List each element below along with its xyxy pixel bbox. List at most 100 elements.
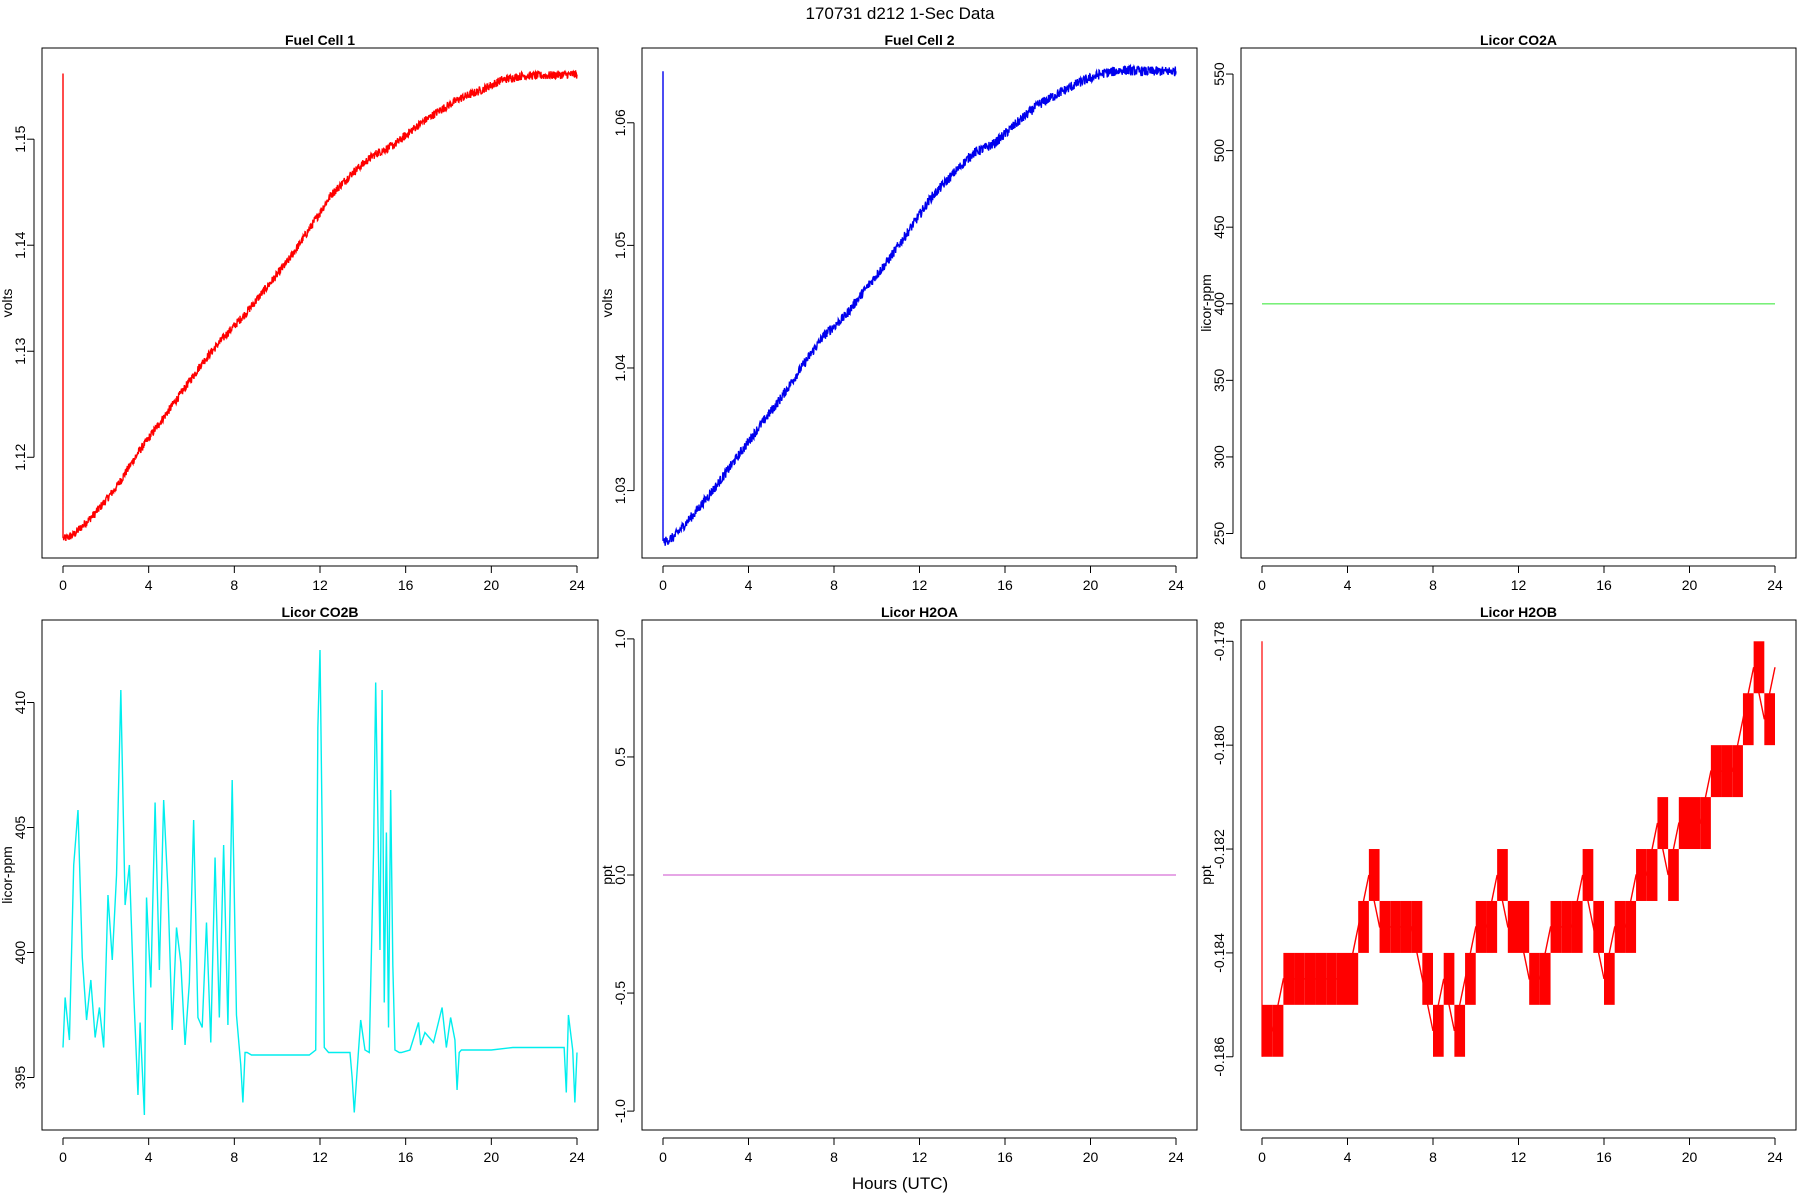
y-tick-label: -0.5 [612, 981, 628, 1005]
panel-title: Licor H2OA [881, 604, 958, 620]
panel-title: Licor CO2B [281, 604, 358, 620]
x-tick-label: 24 [1767, 577, 1783, 593]
band-segment [1454, 1004, 1466, 1057]
band-segment [1593, 900, 1604, 953]
plot-frame [41, 619, 599, 1131]
x-tick-label: 8 [1429, 577, 1437, 593]
plot-frame [641, 47, 1198, 559]
band-segment [1262, 1004, 1273, 1057]
x-tick-label: 0 [659, 1149, 667, 1165]
band-segment [1272, 1004, 1284, 1057]
y-tick-label: -1.0 [612, 1099, 628, 1123]
x-tick-label: 16 [1596, 577, 1612, 593]
x-tick-label: 20 [1682, 577, 1698, 593]
x-tick-label: 0 [59, 577, 67, 593]
y-tick-label: 395 [12, 1066, 28, 1090]
band-segment [1368, 849, 1380, 901]
x-tick-label: 4 [1344, 1149, 1352, 1165]
panel-title: Fuel Cell 2 [884, 32, 954, 48]
band-segment [1390, 900, 1401, 953]
x-tick-label: 4 [145, 1149, 153, 1165]
y-axis-label: ppt [599, 865, 615, 885]
x-tick-label: 24 [569, 1149, 585, 1165]
plot-frame [41, 47, 599, 559]
panel-title: Licor H2OB [1480, 604, 1557, 620]
band-segment [1422, 952, 1433, 1005]
series-line [62, 69, 578, 541]
y-axis-label: licor-ppm [0, 846, 15, 904]
x-tick-label: 8 [830, 1149, 838, 1165]
band-segment [1604, 952, 1615, 1005]
x-tick-label: 0 [659, 577, 667, 593]
band-segment [1732, 745, 1743, 798]
band-segment [1614, 900, 1626, 953]
x-tick-label: 12 [312, 1149, 328, 1165]
band-segment [1689, 797, 1701, 850]
x-tick-label: 20 [1083, 1149, 1099, 1165]
y-tick-label: 1.0 [612, 629, 628, 649]
band-segment [1358, 900, 1369, 953]
panel-1: Fuel Cell 1 volts 0 4 8 12 16 20 24 1.12 1.13 1.14 1… [0, 32, 599, 593]
x-tick-label: 4 [1344, 577, 1352, 593]
panel-4: Licor CO2B licor-ppm 0 4 8 12 16 20 24 395 400 405 4… [0, 604, 599, 1165]
x-tick-label: 12 [912, 1149, 928, 1165]
x-tick-label: 12 [912, 577, 928, 593]
x-tick-label: 4 [145, 577, 153, 593]
band-segment [1283, 952, 1295, 1005]
y-tick-label: 1.14 [12, 231, 28, 258]
y-tick-label: 350 [1211, 368, 1227, 392]
band-segment [1700, 797, 1711, 850]
y-tick-label: 0.5 [612, 747, 628, 767]
y-tick-label: 1.05 [612, 232, 628, 259]
y-tick-label: -0.182 [1211, 829, 1227, 869]
y-tick-label: 410 [12, 691, 28, 715]
y-tick-label: 1.12 [12, 443, 28, 470]
band-segment [1475, 900, 1487, 953]
y-tick-label: 400 [1211, 292, 1227, 316]
panel-6: Licor H2OB ppt 0 4 8 12 16 20 24 -0.186 -0.184 -0.1… [1198, 604, 1797, 1165]
band-segment [1571, 900, 1583, 953]
y-tick-label: 405 [12, 816, 28, 840]
band-segment [1315, 952, 1327, 1005]
x-tick-label: 24 [1168, 577, 1184, 593]
plot-frame [641, 619, 1198, 1131]
band-segment [1721, 745, 1733, 798]
band-segment [1400, 900, 1412, 953]
x-tick-label: 4 [745, 1149, 753, 1165]
plot-frame [1240, 619, 1797, 1131]
plot-frame [1240, 47, 1797, 559]
band-segment [1742, 693, 1754, 746]
band-segment [1347, 952, 1359, 1005]
band-segment [1411, 900, 1423, 953]
band-segment [1379, 900, 1391, 953]
band-segment [1529, 952, 1540, 1005]
x-tick-label: 12 [1511, 1149, 1527, 1165]
band-segment [1486, 900, 1498, 953]
series-line [662, 63, 1177, 546]
band-segment [1625, 900, 1637, 953]
y-tick-label: 250 [1211, 522, 1227, 546]
y-axis-label: ppt [1198, 865, 1214, 885]
band-segment [1646, 849, 1658, 901]
y-tick-label: -0.180 [1211, 725, 1227, 765]
y-tick-label: 500 [1211, 139, 1227, 163]
band-segment [1657, 797, 1669, 850]
band-segment [1710, 745, 1722, 798]
x-tick-label: 12 [312, 577, 328, 593]
band-segment [1518, 900, 1530, 953]
y-tick-label: 450 [1211, 215, 1227, 239]
x-tick-label: 20 [1682, 1149, 1698, 1165]
y-axis-label: licor-ppm [1198, 274, 1214, 332]
x-tick-label: 20 [484, 1149, 500, 1165]
x-tick-label: 16 [997, 577, 1013, 593]
band-segment [1294, 952, 1305, 1005]
y-tick-label: 1.15 [12, 125, 28, 152]
band-segment [1433, 1004, 1444, 1057]
x-tick-label: 0 [1258, 1149, 1266, 1165]
panel-grid: Fuel Cell 1 volts 0 4 8 12 16 20 24 1.12 1.13 1.14 1… [0, 32, 1797, 1165]
series-1 [1261, 641, 1776, 1057]
x-tick-label: 24 [1767, 1149, 1783, 1165]
series-1 [62, 649, 578, 1116]
band-segment [1304, 952, 1316, 1005]
